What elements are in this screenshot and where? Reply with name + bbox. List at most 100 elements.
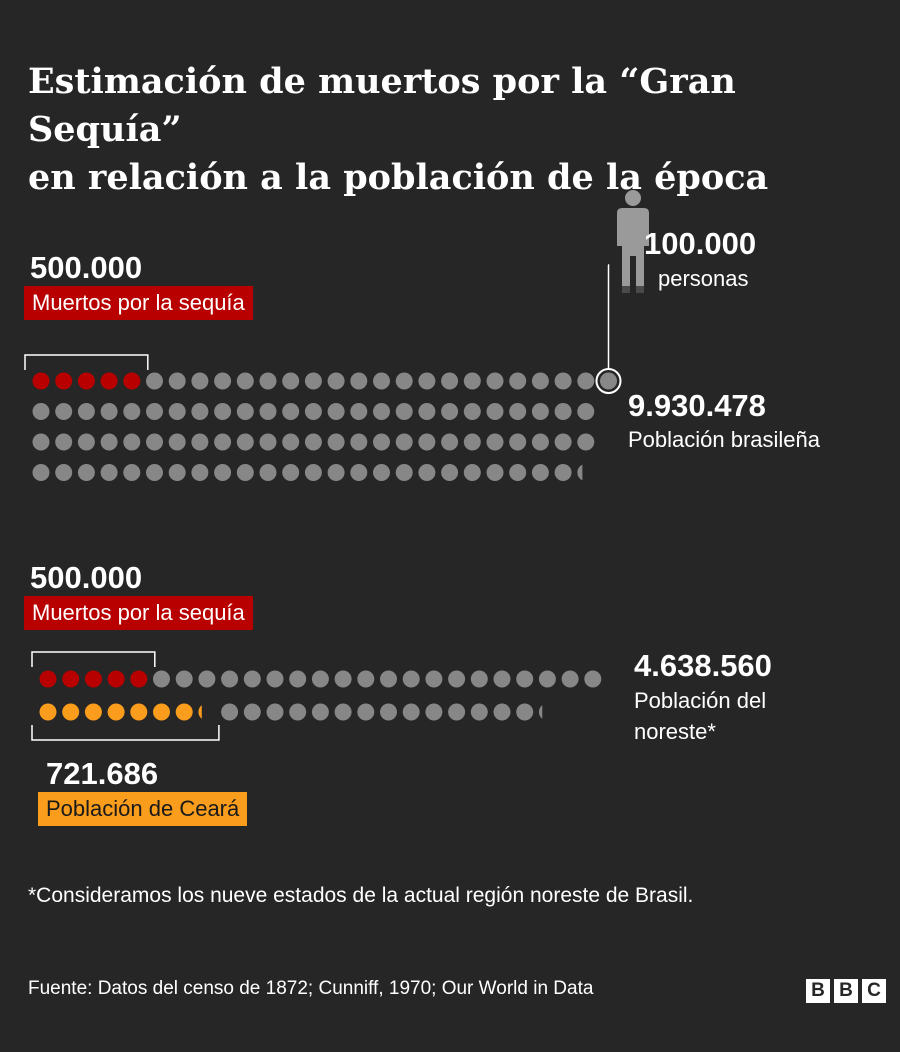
population-unit-dot (470, 670, 488, 688)
population-unit-dot (289, 670, 307, 688)
population-unit-dot (509, 464, 527, 481)
population-unit-dot (463, 372, 481, 390)
northeast-population-value: 4.638.560 (634, 648, 772, 683)
population-unit-dot (327, 464, 345, 481)
population-unit-dot (243, 703, 261, 721)
population-unit-dot (561, 670, 579, 688)
death-unit-dot (107, 670, 125, 688)
ceara-unit-dot (130, 703, 148, 721)
population-unit-dot (77, 403, 95, 420)
population-unit-dot (259, 464, 277, 481)
population-unit-dot (55, 464, 73, 481)
bbc-logo: B B C (806, 979, 886, 1003)
population-unit-dot (123, 464, 141, 481)
ceara-value: 721.686 (46, 756, 159, 791)
population-unit-dot (146, 403, 163, 420)
population-unit-dot (441, 433, 459, 451)
title-line-1: Estimación de muertos por la “Gran Sequí… (28, 61, 736, 150)
population-unit-dot (395, 464, 413, 481)
death-unit-dot (62, 670, 80, 688)
population-unit-dot (373, 433, 390, 451)
population-unit-dot (577, 433, 595, 451)
population-unit-dot (463, 403, 481, 420)
deaths-value-brazil: 500.000 (30, 250, 143, 285)
population-unit-dot (493, 670, 511, 688)
population-unit-dot (175, 670, 193, 688)
population-unit-dot (350, 433, 368, 451)
population-unit-dot (327, 433, 345, 451)
population-unit-dot (100, 433, 118, 451)
source-note: Fuente: Datos del censo de 1872; Cunniff… (28, 978, 594, 999)
population-unit-dot (146, 372, 163, 390)
chart-title: Estimación de muertos por la “Gran Sequí… (28, 58, 888, 202)
population-unit-dot (214, 464, 232, 481)
population-unit-dot (243, 670, 261, 688)
population-unit-dot (486, 372, 504, 390)
population-unit-dot (32, 464, 50, 481)
population-unit-dot (373, 464, 390, 481)
population-unit-dot (259, 403, 277, 420)
legend-value: 100.000 (644, 226, 757, 261)
population-unit-dot (311, 670, 329, 688)
ceara-tag: Población de Ceará (38, 792, 248, 826)
population-unit-dot (554, 372, 572, 390)
population-unit-dot (236, 464, 254, 481)
population-unit-dot (168, 433, 186, 451)
ceara-unit-dot (84, 703, 102, 721)
population-unit-dot (538, 705, 543, 719)
population-unit-dot (418, 433, 436, 451)
population-unit-dot (334, 670, 352, 688)
footnote: *Consideramos los nueve estados de la ac… (28, 884, 694, 907)
population-unit-dot (441, 372, 459, 390)
brazil-population-label: Población brasileña (628, 427, 821, 452)
population-unit-dot (311, 703, 329, 721)
death-unit-dot (32, 372, 50, 390)
population-unit-dot (282, 372, 300, 390)
population-unit-dot (304, 433, 322, 451)
population-unit-dot (509, 372, 527, 390)
ceara-unit-dot (62, 703, 80, 721)
deaths-bracket-northeast (31, 651, 156, 667)
ceara-unit-dot (39, 703, 57, 721)
population-unit-dot (463, 433, 481, 451)
population-unit-dot (77, 464, 95, 481)
death-unit-dot (123, 372, 141, 390)
ceara-unit-dot (198, 705, 202, 719)
population-unit-dot (402, 703, 420, 721)
population-unit-dot (509, 403, 527, 420)
population-unit-dot (418, 372, 436, 390)
population-unit-dot (236, 372, 254, 390)
northeast-population-label-2: noreste* (634, 719, 716, 744)
population-unit-dot (304, 372, 322, 390)
person-icon (617, 190, 649, 293)
population-unit-dot (441, 464, 459, 481)
ceara-bracket (31, 725, 220, 741)
ceara-unit-dot (153, 703, 170, 721)
population-unit-dot (146, 433, 163, 451)
population-unit-dot (554, 403, 572, 420)
population-unit-dot (395, 372, 413, 390)
population-unit-dot (463, 464, 481, 481)
population-unit-dot (509, 433, 527, 451)
population-unit-dot (577, 464, 583, 481)
population-unit-dot (600, 372, 617, 390)
population-unit-dot (221, 703, 239, 721)
bbc-logo-letter: B (834, 979, 858, 1003)
death-unit-dot (55, 372, 73, 390)
population-unit-dot (441, 403, 459, 420)
bbc-logo-letter: C (862, 979, 886, 1003)
population-unit-dot (100, 464, 118, 481)
death-unit-dot (84, 670, 102, 688)
death-unit-dot (39, 670, 57, 688)
population-unit-dot (486, 403, 504, 420)
ceara-unit-dot (107, 703, 125, 721)
population-unit-dot (531, 433, 549, 451)
population-unit-dot (486, 464, 504, 481)
population-unit-dot (221, 670, 239, 688)
population-unit-dot (448, 703, 466, 721)
population-unit-dot (516, 670, 534, 688)
population-unit-dot (100, 403, 118, 420)
population-unit-dot (418, 464, 436, 481)
population-unit-dot (214, 433, 232, 451)
death-unit-dot (77, 372, 95, 390)
